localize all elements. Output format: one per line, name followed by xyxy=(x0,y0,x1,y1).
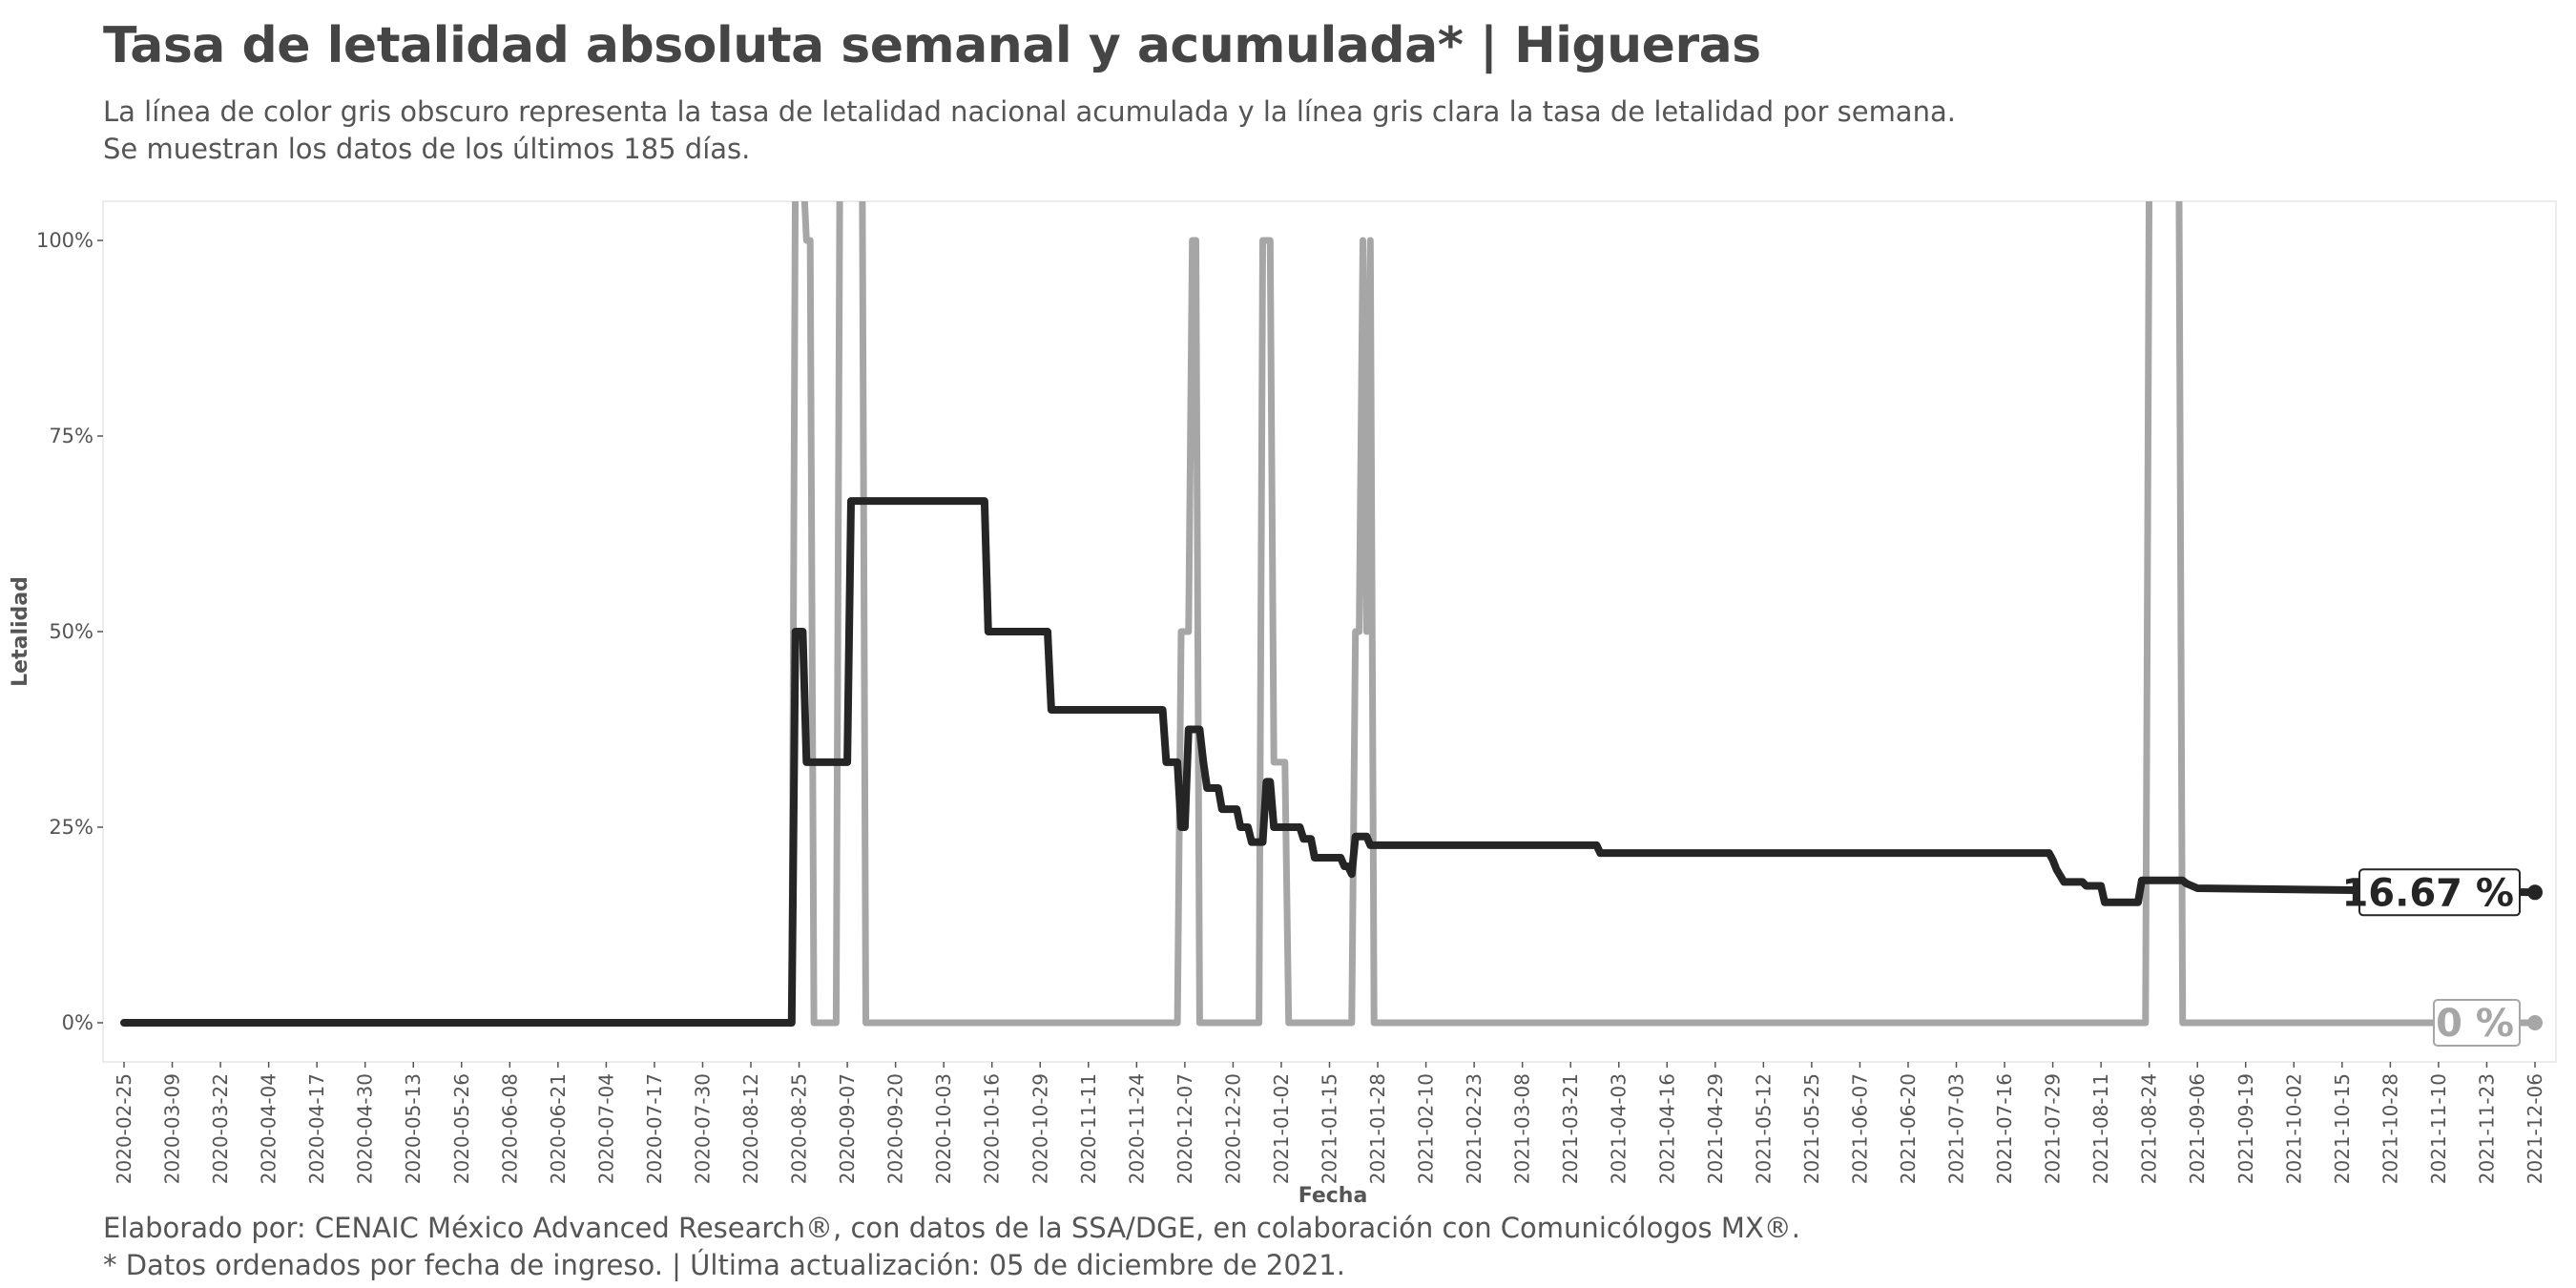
x-tick-label: 2020-08-12 xyxy=(739,1073,762,1184)
x-tick-label: 2020-10-03 xyxy=(932,1073,955,1184)
x-tick-label: 2020-04-17 xyxy=(305,1073,328,1184)
y-axis-title: Letalidad xyxy=(9,576,32,687)
chart-title: Tasa de letalidad absoluta semanal y acu… xyxy=(103,17,1761,74)
y-tick-label: 25% xyxy=(49,816,93,839)
y-tick-label: 50% xyxy=(49,620,93,643)
plot-panel xyxy=(102,200,2557,1063)
x-tick-label: 2021-01-02 xyxy=(1270,1073,1293,1184)
subtitle-line-1: La línea de color gris obscuro represent… xyxy=(103,95,1956,128)
chart-caption: Elaborado por: CENAIC México Advanced Re… xyxy=(103,1210,1800,1284)
caption-line-1: Elaborado por: CENAIC México Advanced Re… xyxy=(103,1212,1800,1244)
x-tick-label: 2021-03-21 xyxy=(1559,1073,1582,1184)
x-tick-label: 2020-02-25 xyxy=(113,1073,135,1184)
y-tick-label: 0% xyxy=(62,1011,93,1034)
x-tick-label: 2021-06-07 xyxy=(1848,1073,1871,1184)
x-tick-label: 2021-03-08 xyxy=(1511,1073,1534,1184)
x-tick-label: 2021-09-19 xyxy=(2234,1073,2257,1184)
x-tick-label: 2020-07-04 xyxy=(594,1073,617,1184)
end-point-semanal xyxy=(2527,1015,2543,1030)
x-tick-label: 2021-12-06 xyxy=(2524,1073,2546,1184)
x-axis-title: Fecha xyxy=(1298,1184,1368,1208)
x-tick-label: 2021-11-10 xyxy=(2427,1073,2450,1184)
x-tick-label: 2021-10-28 xyxy=(2379,1073,2401,1184)
chart-subtitle: La línea de color gris obscuro represent… xyxy=(103,93,1956,168)
x-tick-label: 2021-08-24 xyxy=(2138,1073,2161,1184)
x-tick-label: 2021-05-12 xyxy=(1752,1073,1775,1184)
x-tick-label: 2020-10-16 xyxy=(981,1073,1004,1184)
x-tick-label: 2020-04-30 xyxy=(354,1073,377,1184)
x-tick-label: 2021-02-23 xyxy=(1463,1073,1485,1184)
x-tick-label: 2020-09-07 xyxy=(836,1073,859,1184)
end-label-acumulada: 16.67 % xyxy=(2341,871,2514,915)
x-tick-label: 2020-07-30 xyxy=(691,1073,714,1184)
x-tick-label: 2020-05-13 xyxy=(402,1073,425,1184)
y-tick-label: 100% xyxy=(36,229,93,252)
x-tick-label: 2020-04-04 xyxy=(258,1073,280,1184)
x-tick-label: 2021-01-15 xyxy=(1319,1073,1341,1184)
x-tick-label: 2020-06-21 xyxy=(547,1073,570,1184)
x-tick-label: 2020-05-26 xyxy=(450,1073,473,1184)
x-tick-label: 2021-04-16 xyxy=(1655,1073,1678,1184)
x-tick-label: 2020-03-09 xyxy=(161,1073,184,1184)
y-tick-label: 75% xyxy=(49,425,93,447)
x-tick-label: 2020-11-11 xyxy=(1077,1073,1100,1184)
x-tick-label: 2021-10-15 xyxy=(2331,1073,2354,1184)
x-tick-label: 2020-09-20 xyxy=(884,1073,907,1184)
x-tick-label: 2021-06-20 xyxy=(1897,1073,1920,1184)
x-axis: 2020-02-25 2020-03-09 2020-03-22 2020-04-04… xyxy=(113,1062,2546,1184)
x-tick-label: 2020-11-24 xyxy=(1125,1073,1148,1184)
x-tick-label: 2021-07-16 xyxy=(1993,1073,2016,1184)
end-label-box-acumulada xyxy=(2358,868,2521,917)
end-label-box-semanal xyxy=(2433,999,2521,1047)
x-tick-label: 2020-12-20 xyxy=(1221,1073,1244,1184)
end-labels: 16.67 % 0 % xyxy=(2341,868,2543,1047)
x-tick-label: 2021-05-25 xyxy=(1800,1073,1823,1184)
end-point-acumulada xyxy=(2527,884,2543,901)
series-layer xyxy=(120,201,2539,1027)
x-tick-label: 2020-03-22 xyxy=(209,1073,232,1184)
x-tick-label: 2020-06-08 xyxy=(498,1073,521,1184)
x-tick-label: 2021-01-28 xyxy=(1366,1073,1389,1184)
y-axis: 0% 25% 50% 75% 100% xyxy=(36,229,103,1034)
x-tick-label: 2021-04-29 xyxy=(1704,1073,1727,1184)
subtitle-line-2: Se muestran los datos de los últimos 185… xyxy=(103,133,751,165)
x-tick-label: 2021-10-02 xyxy=(2282,1073,2305,1184)
end-label-semanal: 0 % xyxy=(2436,1002,2514,1046)
x-tick-label: 2020-12-07 xyxy=(1174,1073,1196,1184)
x-tick-label: 2021-08-11 xyxy=(2089,1073,2112,1184)
x-tick-label: 2021-09-06 xyxy=(2186,1073,2209,1184)
x-tick-label: 2021-02-10 xyxy=(1415,1073,1438,1184)
series-line-acumulada xyxy=(120,497,2539,1027)
x-tick-label: 2020-10-29 xyxy=(1028,1073,1051,1184)
x-tick-label: 2021-04-03 xyxy=(1608,1073,1631,1184)
x-tick-label: 2021-07-29 xyxy=(2042,1073,2065,1184)
caption-line-2: * Datos ordenados por fecha de ingreso. … xyxy=(103,1249,1345,1281)
x-tick-label: 2021-11-23 xyxy=(2475,1073,2498,1184)
x-tick-label: 2020-07-17 xyxy=(643,1073,666,1184)
x-tick-label: 2020-08-25 xyxy=(788,1073,811,1184)
x-tick-label: 2021-07-03 xyxy=(1945,1073,1968,1184)
